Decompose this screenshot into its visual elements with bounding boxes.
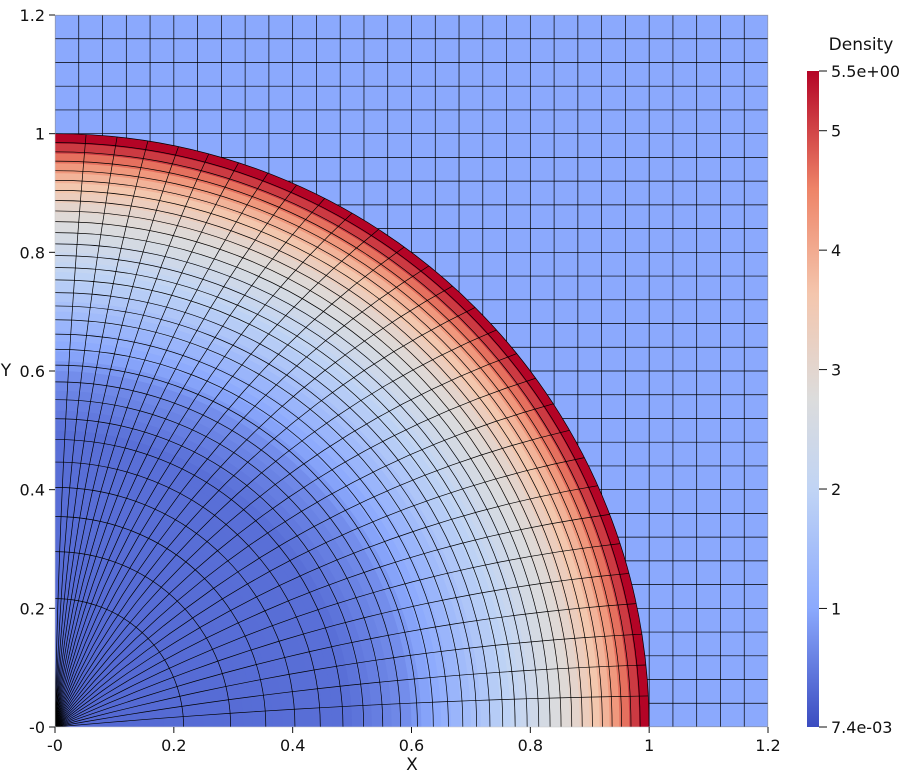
mesh-arc: [55, 418, 365, 727]
mesh-spoke: [55, 140, 149, 727]
mesh-arc: [55, 516, 267, 727]
mesh-spoke: [55, 285, 453, 727]
mesh-spoke: [55, 664, 646, 727]
mesh-arc: [55, 439, 344, 727]
mesh-spoke: [55, 172, 269, 727]
mesh-arc: [55, 381, 401, 727]
y-tick-label: 0.8: [20, 243, 45, 262]
mesh-spoke: [55, 212, 353, 727]
mesh-spoke: [55, 162, 239, 727]
mesh-arc: [55, 170, 613, 727]
mesh-arc: [55, 319, 464, 727]
mesh-spoke: [55, 377, 536, 727]
mesh-lines: [55, 15, 768, 727]
mesh-arc: [55, 333, 449, 727]
mesh-arc: [55, 133, 650, 727]
mesh-spoke: [55, 403, 554, 727]
x-tick-label: 1: [644, 736, 654, 755]
colorbar-tick-label: 2: [831, 480, 841, 499]
mesh-spoke: [55, 543, 621, 727]
mesh-arc: [55, 142, 641, 727]
x-tick-label: 0.2: [161, 736, 186, 755]
mesh-spoke: [55, 153, 210, 727]
mesh-arc: [55, 210, 573, 727]
mesh-spoke: [55, 229, 379, 727]
colorbar-tick-label: 7.4e-03: [831, 718, 892, 737]
mesh-arc: [55, 551, 232, 727]
colorbar-tick-label: 3: [831, 361, 841, 380]
mesh-arc: [55, 232, 551, 727]
mesh-spoke: [55, 457, 585, 727]
mesh-arc: [55, 399, 384, 727]
x-axis-title: X: [406, 755, 418, 775]
mesh-arc: [55, 279, 504, 727]
mesh-spoke: [55, 429, 570, 727]
mesh-spoke: [55, 307, 476, 727]
mesh-spoke: [55, 485, 598, 727]
mesh-spoke: [55, 573, 629, 727]
colorbar-bar: [807, 71, 819, 727]
colorbar-tick-label: 5.5e+00: [831, 62, 900, 81]
mesh-spoke: [55, 246, 405, 727]
mesh-arc: [55, 180, 603, 727]
mesh-arc: [55, 243, 540, 727]
mesh-arc: [55, 255, 528, 727]
colorbar-tick-label: 1: [831, 599, 841, 618]
mesh-arc: [55, 200, 583, 727]
mesh-arc: [55, 221, 562, 727]
mesh-spoke: [55, 329, 497, 727]
mesh-spoke: [55, 265, 430, 727]
y-tick-label: 0.6: [20, 362, 45, 381]
mesh-spoke: [55, 633, 642, 727]
x-tick-label: 0.4: [280, 736, 305, 755]
colorbar-title: Density: [829, 35, 894, 55]
mesh-spoke: [55, 146, 179, 727]
mesh-arc: [55, 151, 632, 727]
colorbar: Density 7.4e-03 1 2 3 4 5 5.5e+00: [807, 35, 900, 737]
y-tick-label: -0: [29, 718, 45, 737]
mesh-arc: [55, 461, 321, 727]
x-tick-label: 1.2: [755, 736, 780, 755]
y-tick-label: 0.2: [20, 599, 45, 618]
mesh-arc: [55, 305, 478, 727]
mesh-spoke: [55, 198, 326, 727]
mesh-arc: [55, 160, 623, 727]
mesh-arc: [55, 364, 418, 727]
mesh-arc: [55, 348, 434, 727]
y-tick-label: 0.4: [20, 481, 45, 500]
colorbar-tick-label: 5: [831, 122, 841, 141]
x-tick-label: 0.6: [399, 736, 424, 755]
y-tick-label: 1.2: [20, 6, 45, 25]
y-axis: -0 0.2 0.4 0.6 0.8 1 1.2: [20, 6, 55, 737]
colorbar-ticks: 7.4e-03 1 2 3 4 5 5.5e+00: [819, 62, 900, 737]
x-tick-label: -0: [47, 736, 63, 755]
mesh-spoke: [55, 695, 649, 727]
colorbar-tick-label: 4: [831, 241, 841, 260]
mesh-spoke: [55, 353, 517, 727]
mesh-spoke: [55, 136, 118, 727]
mesh-spoke: [55, 184, 297, 727]
mesh-spoke: [55, 134, 87, 727]
x-axis: -0 0.2 0.4 0.6 0.8 1 1.2: [47, 727, 781, 755]
y-tick-label: 1: [35, 125, 45, 144]
mesh-arc: [55, 267, 516, 727]
mesh-arc: [55, 190, 593, 727]
mesh-spoke: [55, 603, 637, 727]
plot-area: [55, 15, 768, 727]
x-tick-label: 0.8: [518, 736, 543, 755]
mesh-spoke: [55, 514, 610, 727]
y-axis-title: Y: [0, 361, 12, 381]
mesh-arc: [55, 292, 491, 727]
